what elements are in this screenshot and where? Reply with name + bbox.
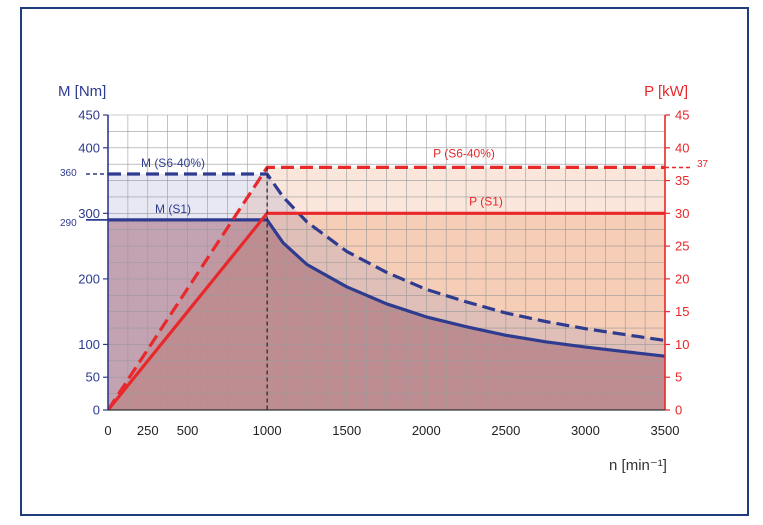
x-tick-label: 250 (137, 423, 159, 438)
y-right-tick-label: 30 (675, 206, 689, 221)
axes (107, 115, 666, 411)
x-tick-label: 1000 (253, 423, 282, 438)
series-label: P (S1) (469, 194, 503, 208)
x-tick-label: 1500 (332, 423, 361, 438)
x-tick-label: 2500 (491, 423, 520, 438)
y-left-axis-title: M [Nm] (58, 83, 106, 100)
series-label: P (S6-40%) (433, 146, 495, 160)
y-right-tick-label: 10 (675, 337, 689, 352)
y-right-tick-labels: 0 5 10 15 20 25 30 35 40 45 (665, 108, 689, 418)
series-label: M (S6-40%) (141, 156, 205, 170)
y-right-tick-label: 35 (675, 173, 689, 188)
x-tick-label: 3000 (571, 423, 600, 438)
y-left-tick-label: 200 (78, 271, 100, 286)
y-right-tick-label: 20 (675, 271, 689, 286)
x-tick-labels: 0 250 500 1000 1500 2000 2500 3000 3500 (104, 423, 679, 438)
series-line-m-s1 (108, 218, 665, 358)
y-right-tick-label: 40 (675, 140, 689, 155)
x-tick-label: 3500 (651, 423, 680, 438)
y-right-tick-label: 0 (675, 403, 682, 418)
series-line-m-s6-40 (108, 172, 665, 343)
ref-label-290: 290 (60, 218, 77, 229)
x-axis-title: n [min⁻¹] (609, 457, 667, 474)
y-right-tick-label: 15 (675, 304, 689, 319)
y-right-axis-title: P [kW] (644, 83, 688, 100)
y-right-tick-label: 45 (675, 108, 689, 123)
y-right-tick-label: 5 (675, 370, 682, 385)
y-left-tick-label: 100 (78, 337, 100, 352)
y-right-tick-label: 25 (675, 239, 689, 254)
series-line-p-s6-40 (108, 165, 665, 410)
y-left-tick-label: 0 (93, 403, 100, 418)
x-tick-label: 2000 (412, 423, 441, 438)
y-left-tick-label: 450 (78, 108, 100, 123)
y-left-tick-label: 300 (78, 206, 100, 221)
ref-label-360: 360 (60, 168, 77, 179)
reference-marks (86, 166, 693, 410)
series-label: M (S1) (155, 202, 191, 216)
x-tick-label: 500 (177, 423, 199, 438)
y-left-tick-labels: 0 50 100 200 300 400 450 (78, 108, 108, 418)
y-left-tick-label: 400 (78, 140, 100, 155)
x-tick-label: 0 (104, 423, 111, 438)
y-left-tick-label: 50 (86, 370, 100, 385)
series-labels: M (S6-40%) M (S1) P (S6-40%) P (S1) (141, 146, 503, 215)
ref-label-37: 37 (697, 159, 709, 170)
